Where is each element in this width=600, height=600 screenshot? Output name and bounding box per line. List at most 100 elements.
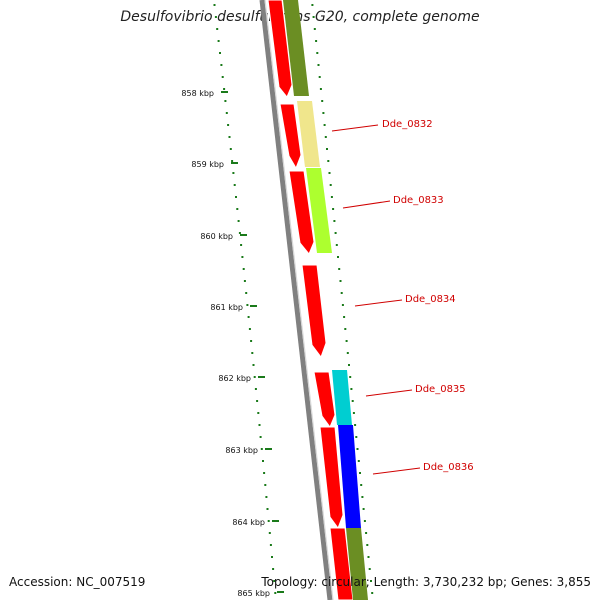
gene-label[interactable]: Dde_0836 (423, 462, 474, 473)
cds-arrow[interactable] (313, 371, 336, 429)
scale-dot (266, 508, 269, 510)
leader-line (331, 124, 379, 132)
scale-dot (321, 100, 324, 102)
category-segment[interactable] (306, 168, 332, 253)
scale-dot (267, 520, 270, 522)
scale-dot (228, 136, 231, 138)
kbp-label: 858 kbp (181, 89, 214, 98)
scale-dot (327, 160, 330, 162)
category-segment[interactable] (332, 370, 352, 425)
scale-dot (350, 388, 353, 390)
scale-dot (240, 244, 243, 246)
outer-scale-dots (311, 4, 374, 594)
scale-dot (251, 352, 254, 354)
scale-dot (352, 412, 355, 414)
category-segment[interactable] (297, 101, 320, 167)
backbone (259, 0, 334, 600)
scale-dot (231, 160, 234, 162)
scale-dot (346, 352, 349, 354)
scale-dot (338, 268, 341, 270)
map-title: Desulfovibrio desulfuricans G20, complet… (120, 9, 480, 25)
category-segment[interactable] (346, 528, 368, 600)
scale-dot (361, 496, 364, 498)
scale-dot (260, 448, 263, 450)
scale-dot (235, 196, 237, 198)
scale-dot (221, 76, 224, 78)
scale-dot (344, 328, 347, 330)
gene-label[interactable]: Dde_0833 (393, 195, 444, 206)
scale-dot (269, 544, 272, 546)
gene-label[interactable]: Dde_0835 (415, 384, 466, 395)
gene-label[interactable]: Dde_0832 (382, 119, 433, 130)
scale-dot (214, 16, 217, 18)
scale-dot (351, 400, 354, 402)
scale-dot (332, 208, 335, 210)
scale-dot (330, 196, 333, 198)
leader-line (365, 389, 413, 397)
scale-dot (247, 316, 250, 318)
scale-dot (271, 556, 273, 558)
scale-dot (360, 484, 363, 486)
scale-dot (272, 568, 275, 570)
scale-dot (241, 256, 244, 258)
scale-dot (259, 436, 262, 438)
scale-dot (257, 412, 260, 414)
leader-line (372, 467, 421, 475)
accession-text: Accession: NC_007519 (9, 575, 146, 589)
scale-dot (233, 184, 236, 186)
scale-dot (328, 172, 331, 174)
gene-labels: Dde_0832 Dde_0833 Dde_0834 Dde_0835 Dde_… (382, 119, 474, 473)
cds-arrow[interactable] (301, 264, 327, 359)
genome-stats-text: Topology: circular; Length: 3,730,232 bp… (261, 575, 591, 589)
kbp-label: 861 kbp (210, 303, 243, 312)
scale-dot (323, 124, 326, 126)
cds-arrow[interactable] (288, 170, 315, 255)
scale-dot (238, 232, 241, 234)
scale-dot (363, 520, 366, 522)
scale-dot (268, 532, 271, 534)
scale-dot (262, 460, 264, 462)
scale-dot (367, 556, 370, 558)
scale-dot (341, 304, 344, 306)
cds-arrow[interactable] (319, 426, 344, 530)
category-segment[interactable] (283, 0, 309, 96)
scale-dot (250, 340, 253, 342)
scale-dot (237, 220, 240, 222)
scale-dot (227, 124, 230, 126)
cds-arrow[interactable] (267, 0, 293, 98)
kbp-scale: 858 kbp 859 kbp 860 kbp 861 kbp 862 kbp … (181, 89, 284, 598)
category-segment[interactable] (338, 425, 361, 528)
scale-dot (368, 568, 371, 570)
scale-dot (311, 4, 314, 6)
scale-dot (356, 448, 359, 450)
scale-dot (340, 292, 343, 294)
scale-dot (254, 388, 257, 390)
scale-dot (236, 208, 239, 210)
scale-dot (232, 172, 235, 174)
gene-label[interactable]: Dde_0834 (405, 294, 456, 305)
scale-dot (322, 112, 325, 114)
kbp-label: 860 kbp (200, 232, 233, 241)
scale-dot (354, 424, 357, 426)
kbp-label: 859 kbp (191, 160, 224, 169)
cds-arrow[interactable] (279, 103, 302, 170)
kbp-label: 862 kbp (218, 374, 251, 383)
scale-dot (243, 280, 246, 282)
leader-line (342, 200, 391, 209)
scale-dot (345, 340, 348, 342)
scale-dot (343, 316, 346, 318)
scale-dot (224, 100, 227, 102)
scale-dot (223, 88, 226, 90)
scale-dot (248, 328, 251, 330)
scale-dot (229, 148, 232, 150)
scale-dot (263, 472, 266, 474)
scale-dot (265, 496, 268, 498)
scale-dot (220, 64, 223, 66)
scale-dot (319, 88, 322, 90)
scale-dot (242, 268, 245, 270)
kbp-label: 863 kbp (225, 446, 258, 455)
scale-dot (337, 256, 339, 258)
cds-arrow[interactable] (329, 527, 354, 600)
scale-dot (225, 112, 228, 114)
